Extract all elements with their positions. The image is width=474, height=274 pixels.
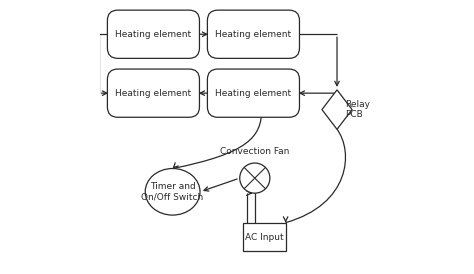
FancyBboxPatch shape xyxy=(208,10,300,58)
Bar xyxy=(243,222,286,252)
FancyBboxPatch shape xyxy=(108,69,200,117)
Text: Relay
PCB: Relay PCB xyxy=(345,100,370,119)
Text: Heating element: Heating element xyxy=(115,30,191,39)
Circle shape xyxy=(240,163,270,193)
Ellipse shape xyxy=(145,169,200,215)
Text: Heating element: Heating element xyxy=(115,89,191,98)
Text: Heating element: Heating element xyxy=(215,89,292,98)
Text: AC Input: AC Input xyxy=(245,233,284,241)
Text: Timer and
On/Off Switch: Timer and On/Off Switch xyxy=(141,182,204,201)
FancyBboxPatch shape xyxy=(208,69,300,117)
Polygon shape xyxy=(322,90,352,129)
Text: Convection Fan: Convection Fan xyxy=(220,147,290,156)
Text: Heating element: Heating element xyxy=(215,30,292,39)
FancyBboxPatch shape xyxy=(108,10,200,58)
